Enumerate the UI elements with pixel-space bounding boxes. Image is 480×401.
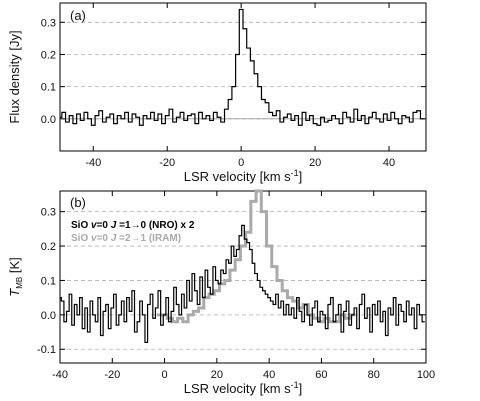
y-tick-label: 0.1 — [41, 275, 56, 287]
x-axis-title-b: LSR velocity [km s-1] — [184, 380, 303, 396]
x-tick-label: 20 — [211, 369, 223, 381]
x-tick-label: 0 — [162, 369, 168, 381]
plot-frame-a — [59, 2, 427, 152]
x-tick-label: -20 — [159, 157, 175, 169]
series-line-flux — [60, 8, 425, 126]
y-tick-label: 0.2 — [41, 241, 56, 253]
y-tick-label: 0.0 — [41, 310, 56, 322]
x-tick-label: 40 — [383, 157, 395, 169]
panel-a: -40 -20 0 20 40 0.0 0.1 0.2 0.3 (a) LSR velocit… — [7, 2, 427, 184]
y-tick-label: 0.3 — [41, 17, 56, 29]
x-tick-label: 40 — [263, 369, 275, 381]
y-tick-label: 0.0 — [41, 114, 56, 126]
legend-entry-nro: SiO v=0 J =1→0 (NRO) x 2 — [71, 220, 195, 231]
y-tick-label: 0.1 — [41, 82, 56, 94]
legend-entry-iram: SiO v=0 J =2→1 (IRAM) — [71, 233, 181, 244]
x-tick-label: -40 — [52, 369, 68, 381]
legend: SiO v=0 J =1→0 (NRO) x 2 SiO v=0 J =2→1 … — [71, 220, 195, 244]
x-axis-title-a: LSR velocity [km s-1] — [184, 168, 303, 184]
y-ticks-b: -0.1 0.0 0.1 0.2 0.3 — [37, 207, 426, 356]
y-tick-label: 0.3 — [41, 207, 56, 219]
x-tick-label: 80 — [368, 369, 380, 381]
x-ticks-b: -40 -20 0 20 40 60 80 100 — [52, 191, 435, 381]
x-tick-label: 0 — [238, 157, 244, 169]
panel-label-a: (a) — [70, 8, 86, 23]
x-tick-label: 100 — [417, 369, 435, 381]
panel-b: -40 -20 0 20 40 60 80 100 -0.10.00.10.20.3 (b) … — [7, 189, 435, 396]
y-tick-label: 0.2 — [41, 49, 56, 61]
gridlines-a — [60, 21, 426, 120]
y-tick-label: -0.1 — [37, 344, 56, 356]
x-tick-label: -20 — [104, 369, 120, 381]
plot-frame-b — [59, 190, 427, 364]
series-line-nro — [60, 224, 425, 343]
x-ticks-a: -40 -20 0 20 40 — [85, 3, 395, 169]
y-axis-title-b: TMB [K] — [7, 257, 24, 296]
panel-label-b: (b) — [70, 195, 86, 210]
series-a — [60, 8, 425, 126]
y-ticks-a: 0.0 0.1 0.2 0.3 — [41, 17, 426, 126]
y-axis-title-a: Flux density [Jy] — [7, 30, 22, 123]
series-b — [60, 189, 425, 343]
x-tick-label: -40 — [85, 157, 101, 169]
x-tick-label: 60 — [315, 369, 327, 381]
x-tick-label: 20 — [309, 157, 321, 169]
